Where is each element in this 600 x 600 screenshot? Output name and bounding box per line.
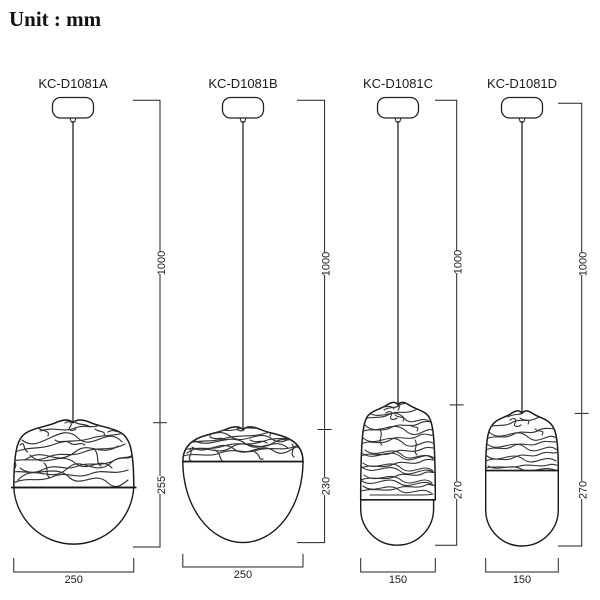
svg-text:1000: 1000	[321, 252, 333, 276]
svg-text:KC-D1081D: KC-D1081D	[487, 76, 557, 91]
svg-text:1000: 1000	[453, 250, 465, 274]
svg-text:KC-D1081C: KC-D1081C	[363, 76, 433, 91]
svg-text:KC-D1081A: KC-D1081A	[38, 76, 108, 91]
svg-text:1000: 1000	[156, 251, 168, 275]
svg-text:KC-D1081B: KC-D1081B	[208, 76, 277, 91]
svg-text:1000: 1000	[578, 252, 590, 276]
svg-text:150: 150	[513, 574, 531, 586]
svg-text:270: 270	[453, 481, 465, 499]
svg-text:150: 150	[389, 574, 407, 586]
svg-text:255: 255	[156, 476, 168, 494]
svg-text:230: 230	[321, 477, 333, 495]
svg-text:Unit : mm: Unit : mm	[9, 7, 102, 31]
svg-text:270: 270	[578, 481, 590, 499]
svg-text:250: 250	[65, 574, 83, 586]
svg-text:250: 250	[234, 569, 252, 581]
